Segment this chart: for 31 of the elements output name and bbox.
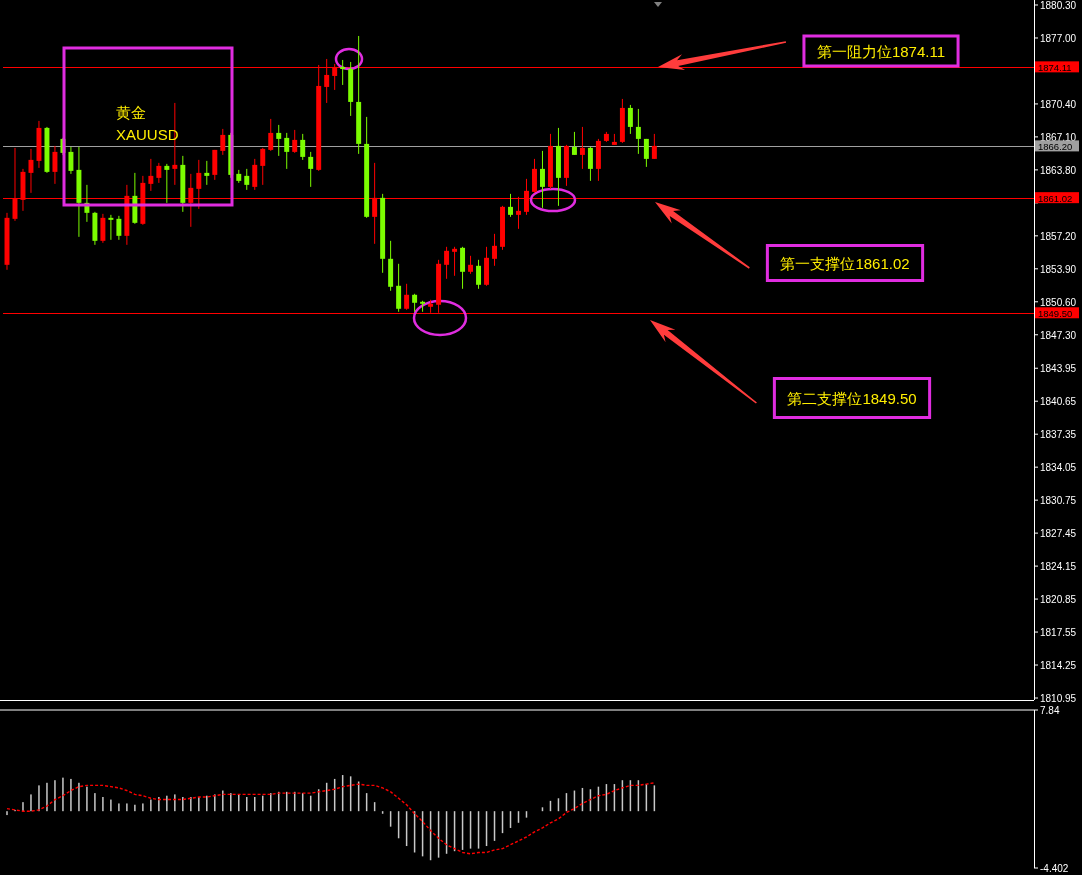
y-tick-label: 1867.10 xyxy=(1040,131,1077,143)
y-tick-label: 1837.35 xyxy=(1040,429,1077,441)
y-tick-label: 1820.85 xyxy=(1040,594,1077,606)
y-tick-label: 1850.60 xyxy=(1040,296,1077,308)
ref-line-label: 1849.50 xyxy=(1038,307,1073,319)
y-tick-label: 1857.20 xyxy=(1040,230,1077,242)
ref-line-label: 1861.02 xyxy=(1038,192,1073,204)
ref-line-label: 1874.11 xyxy=(1038,61,1072,73)
annotation: 第一支撑位1861.02 xyxy=(780,254,910,272)
y-tick-label: 1830.75 xyxy=(1040,495,1077,507)
y-tick-label: 1840.65 xyxy=(1040,396,1077,408)
callout: 第一支撑位1861.02 xyxy=(655,202,925,282)
y-tick-label: 1870.40 xyxy=(1040,98,1077,110)
y-tick-label: 1847.30 xyxy=(1040,329,1077,341)
y-tick-label: 1843.95 xyxy=(1040,363,1077,375)
annotation: 黄金 xyxy=(116,103,146,121)
callout: 第二支撑位1849.50 xyxy=(650,320,932,419)
y-tick-label: 1810.95 xyxy=(1040,693,1077,704)
y-tick-label: 1814.25 xyxy=(1040,660,1077,672)
y-tick-label: 1824.15 xyxy=(1040,561,1077,573)
y-tick-label: 1877.00 xyxy=(1040,32,1077,44)
y-tick-label: 1817.55 xyxy=(1040,627,1077,639)
y-tick-label: 1853.90 xyxy=(1040,263,1077,275)
y-tick-label: 1880.30 xyxy=(1040,0,1077,11)
ref-line-label: 1866.20 xyxy=(1038,140,1073,152)
y-tick-label: 1827.45 xyxy=(1040,528,1077,540)
y-tick-label: 1834.05 xyxy=(1040,462,1077,474)
y-tick-label: 1863.80 xyxy=(1040,164,1077,176)
callout: 第一阻力位1874.11 xyxy=(658,34,960,70)
annotation: 第一阻力位1874.11 xyxy=(816,42,946,60)
annotation: 第二支撑位1849.50 xyxy=(787,389,917,407)
